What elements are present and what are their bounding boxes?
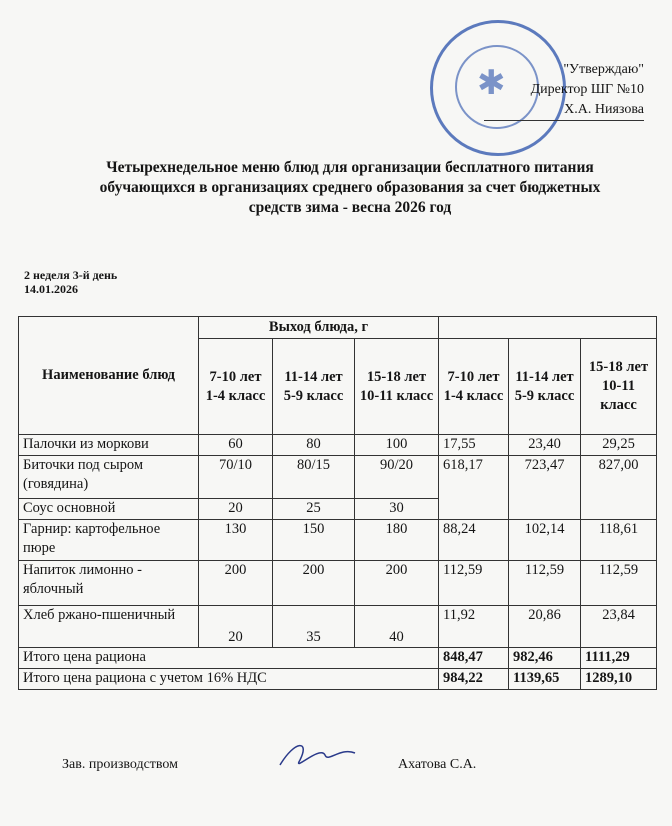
dish-name: Напиток лимонно - яблочный xyxy=(18,560,199,606)
dish-name: Гарнир: картофельное пюре xyxy=(18,519,199,561)
yield-cell: 200 xyxy=(272,560,355,606)
total-vat-value: 984,22 xyxy=(438,668,509,690)
price-cell: 88,24 xyxy=(438,519,509,561)
total-label: Итого цена рациона xyxy=(18,647,439,669)
price-cell: 118,61 xyxy=(580,519,657,561)
price-cell: 17,55 xyxy=(438,434,509,456)
dish-name: Соус основной xyxy=(18,498,199,520)
yield-header: Выход блюда, г xyxy=(198,316,439,339)
yield-cell: 180 xyxy=(354,519,439,561)
price-header xyxy=(438,316,657,339)
total-row: Итого цена рациона 848,47 982,46 1111,29 xyxy=(18,647,657,669)
title-line: обучающихся в организациях среднего обра… xyxy=(99,179,601,196)
yield-cell: 20 xyxy=(198,498,273,520)
yield-cell: 80 xyxy=(272,434,355,456)
age-header: 7-10 лет 1-4 класс xyxy=(438,338,509,435)
price-cell: 112,59 xyxy=(508,560,581,606)
price-cell: 112,59 xyxy=(438,560,509,606)
table-row: Гарнир: картофельное пюре 130 150 180 88,24 1… xyxy=(18,519,657,561)
age-header: 11-14 лет 5-9 класс xyxy=(272,338,355,435)
approval-line: Директор ШГ №10 xyxy=(530,82,644,97)
total-vat-value: 1289,10 xyxy=(580,668,657,690)
total-vat-row: Итого цена рациона с учетом 16% НДС 984,… xyxy=(18,668,657,690)
yield-cell: 30 xyxy=(354,498,439,520)
day-info: 2 неделя 3-й день 14.01.2026 xyxy=(24,268,117,296)
price-cell: 23,40 xyxy=(508,434,581,456)
title-line: средств зима - весна 2026 год xyxy=(248,199,452,216)
footer-name: Ахатова С.А. xyxy=(398,757,477,772)
menu-table: Наименование блюд Выход блюда, г 7-10 ле… xyxy=(18,316,657,690)
yield-cell: 90/20 xyxy=(354,455,439,499)
dish-name: Биточки под сыром (говядина) xyxy=(18,455,199,499)
yield-cell: 80/15 xyxy=(272,455,355,499)
price-cell: 723,47 xyxy=(508,455,581,520)
table-row: Биточки под сыром (говядина) 70/10 80/15 90… xyxy=(18,455,657,520)
age-header: 15-18 лет 10-11 класс xyxy=(354,338,439,435)
age-header: 15-18 лет 10-11 класс xyxy=(580,338,657,435)
yield-cell: 100 xyxy=(354,434,439,456)
yield-cell: 200 xyxy=(198,560,273,606)
price-cell: 11,92 xyxy=(438,605,509,648)
yield-cell: 60 xyxy=(198,434,273,456)
price-cell: 102,14 xyxy=(508,519,581,561)
yield-cell: 150 xyxy=(272,519,355,561)
total-vat-label: Итого цена рациона с учетом 16% НДС xyxy=(18,668,439,690)
price-cell: 23,84 xyxy=(580,605,657,648)
price-cell: 29,25 xyxy=(580,434,657,456)
price-cell: 112,59 xyxy=(580,560,657,606)
title-line: Четырехнедельное меню блюд для организац… xyxy=(106,159,594,176)
yield-cell: 200 xyxy=(354,560,439,606)
total-value: 982,46 xyxy=(508,647,581,669)
yield-cell: 35 xyxy=(272,605,355,648)
approval-block: "Утверждаю" Директор ШГ №10 Х.А. Ниязова xyxy=(484,60,644,121)
price-cell: 827,00 xyxy=(580,455,657,520)
official-stamp: ✱ xyxy=(430,20,566,156)
total-value: 1111,29 xyxy=(580,647,657,669)
dish-name: Хлеб ржано-пшеничный xyxy=(18,605,199,648)
price-cell: 20,86 xyxy=(508,605,581,648)
yield-cell: 20 xyxy=(198,605,273,648)
approval-line: "Утверждаю" xyxy=(563,62,644,77)
age-header: 11-14 лет 5-9 класс xyxy=(508,338,581,435)
approval-line: Х.А. Ниязова xyxy=(484,100,644,121)
yield-cell: 25 xyxy=(272,498,355,520)
total-value: 848,47 xyxy=(438,647,509,669)
table-row: Палочки из моркови 60 80 100 17,55 23,40 29,25 xyxy=(18,434,657,456)
name-header: Наименование блюд xyxy=(18,316,199,435)
yield-cell: 70/10 xyxy=(198,455,273,499)
table-row: Хлеб ржано-пшеничный 20 35 40 11,92 20,86 23,8… xyxy=(18,605,657,648)
price-cell: 618,17 xyxy=(438,455,509,520)
yield-cell: 40 xyxy=(354,605,439,648)
table-row: Напиток лимонно - яблочный 200 200 200 112,5… xyxy=(18,560,657,606)
dish-name: Палочки из моркови xyxy=(18,434,199,456)
page-title: Четырехнедельное меню блюд для организац… xyxy=(40,158,660,218)
yield-cell: 130 xyxy=(198,519,273,561)
total-vat-value: 1139,65 xyxy=(508,668,581,690)
footer-position: Зав. производством xyxy=(62,757,179,772)
day-label: 2 неделя 3-й день xyxy=(24,268,118,282)
signature xyxy=(279,744,356,766)
age-header: 7-10 лет 1-4 класс xyxy=(198,338,273,435)
day-date: 14.01.2026 xyxy=(24,282,78,296)
